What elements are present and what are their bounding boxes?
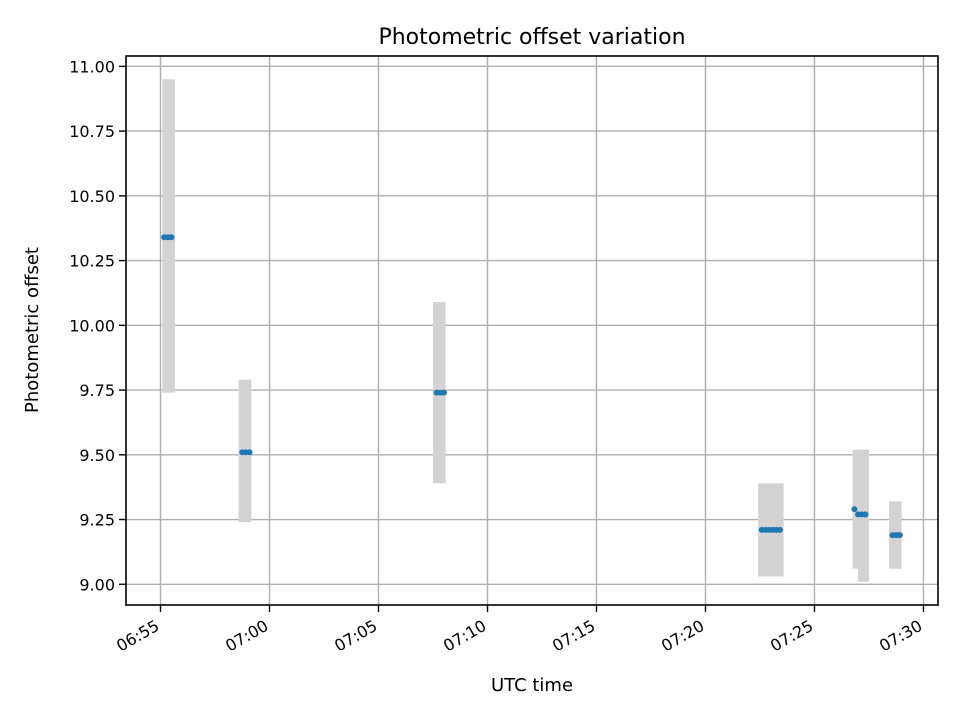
x-tick-label: 07:00	[222, 616, 271, 656]
y-axis-ticks: 9.00 9.25 9.50 9.75 10.00 10.25 10.50 10.75 11.0…	[69, 57, 126, 594]
data-point	[440, 389, 447, 396]
y-tick-label: 9.75	[79, 381, 115, 400]
x-tick-label: 07:30	[876, 616, 925, 656]
y-tick-label: 10.75	[69, 122, 115, 141]
x-tick-label: 07:20	[658, 616, 707, 656]
data-point	[862, 511, 869, 518]
data-point	[168, 234, 175, 241]
data-point-layer	[161, 234, 903, 539]
x-tick-label: 07:10	[440, 616, 489, 656]
x-tick-label: 07:25	[767, 616, 816, 656]
y-axis-label: Photometric offset	[22, 247, 43, 413]
y-tick-label: 10.00	[69, 316, 115, 335]
x-axis-ticks: 06:55 07:00 07:05 07:10 07:15 07:20 07:25 07:30	[113, 605, 925, 656]
grid-layer	[126, 56, 938, 605]
y-tick-label: 9.50	[79, 446, 115, 465]
data-point	[246, 449, 253, 456]
y-tick-label: 9.25	[79, 511, 115, 530]
y-tick-label: 9.00	[79, 575, 115, 594]
y-tick-label: 10.25	[69, 252, 115, 271]
data-point	[896, 532, 903, 539]
error-bar-layer	[162, 79, 902, 582]
x-tick-label: 07:05	[331, 616, 380, 656]
data-point	[851, 506, 858, 513]
x-axis-label: UTC time	[491, 675, 573, 696]
x-tick-label: 06:55	[113, 616, 162, 656]
x-tick-label: 07:15	[549, 616, 598, 656]
data-point	[776, 526, 783, 533]
y-tick-label: 11.00	[69, 57, 115, 76]
y-tick-label: 10.50	[69, 187, 115, 206]
axes-frame	[125, 55, 939, 606]
chart-title: Photometric offset variation	[378, 25, 685, 50]
